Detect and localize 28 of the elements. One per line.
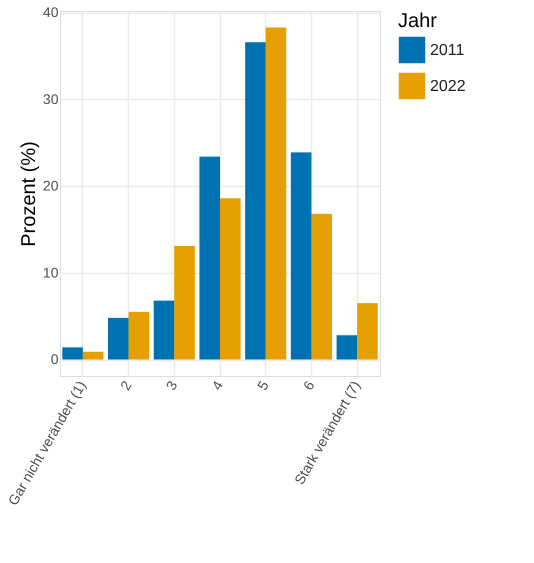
bar <box>62 347 83 360</box>
bar <box>174 246 195 360</box>
bar <box>290 152 312 360</box>
y-tick-label: 20 <box>42 178 59 194</box>
legend-label: 2011 <box>430 42 465 59</box>
bar <box>108 318 129 360</box>
bar <box>245 42 266 360</box>
x-tick-label: 4 <box>208 378 226 393</box>
bar <box>311 214 332 360</box>
bar <box>357 303 378 360</box>
bar <box>266 27 286 360</box>
bar <box>82 352 104 360</box>
bar <box>220 198 241 360</box>
legend-label: 2022 <box>430 78 466 95</box>
y-tick-label: 40 <box>42 4 59 20</box>
y-tick-label: 0 <box>50 351 59 368</box>
y-tick-label: 10 <box>42 264 59 280</box>
x-tick-label: 3 <box>162 378 180 393</box>
y-axis-title: Prozent (%) <box>18 141 40 247</box>
y-tick-label: 30 <box>42 90 59 107</box>
bar <box>199 156 220 360</box>
x-tick-label: 2 <box>116 378 135 393</box>
bar <box>336 335 358 360</box>
x-tick-label: 6 <box>300 378 318 393</box>
legend-title: Jahr <box>398 10 438 32</box>
bar <box>128 312 150 360</box>
x-tick-label: 5 <box>254 378 272 393</box>
bar <box>154 300 174 360</box>
